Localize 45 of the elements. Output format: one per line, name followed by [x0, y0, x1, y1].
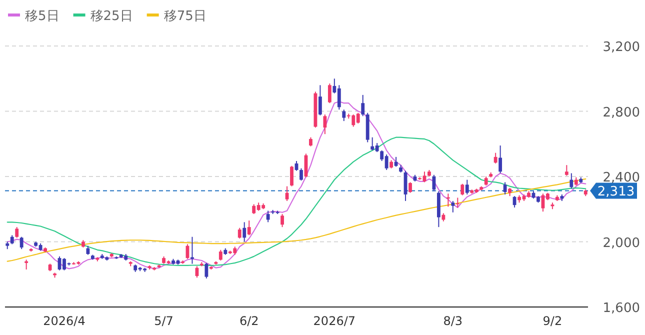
candlestick — [328, 83, 332, 104]
legend-label: 移75日 — [164, 9, 206, 24]
candlestick — [15, 226, 19, 238]
xtick: 8/3 — [443, 314, 463, 328]
xtick: 9/2 — [542, 314, 562, 328]
candlestick — [20, 236, 24, 250]
ref-label: 2,313 — [590, 182, 637, 200]
candlestick — [238, 227, 242, 239]
candlestick — [432, 174, 436, 192]
candlestick — [494, 152, 498, 164]
ytick: 1,600 — [602, 301, 640, 316]
candlestick — [564, 164, 568, 176]
candlestick — [24, 259, 28, 270]
candlestick — [570, 172, 574, 190]
candlestick — [451, 200, 455, 213]
candlestick — [318, 84, 322, 116]
candlestick — [342, 109, 346, 122]
candlestick — [247, 220, 251, 236]
candlestick — [204, 262, 208, 279]
candlestick — [323, 114, 327, 135]
ref-line-label: 2,313 — [597, 184, 635, 200]
candlestick — [361, 94, 365, 117]
candlestick — [190, 236, 194, 264]
candlestick — [290, 165, 294, 187]
candlestick — [408, 182, 412, 194]
xtick: 6/2 — [239, 314, 259, 328]
legend-label: 移5日 — [25, 9, 60, 24]
candlestick — [300, 168, 303, 182]
candlestick — [460, 183, 464, 196]
legend-label: 移25日 — [90, 9, 133, 24]
candlestick — [456, 197, 460, 208]
candlestick — [266, 210, 270, 223]
ytick: 2,400 — [602, 170, 640, 186]
candlestick — [465, 179, 469, 195]
ytick: 2,000 — [602, 236, 640, 251]
xtick: 5/7 — [154, 314, 174, 328]
xtick: 2026/7 — [313, 314, 356, 328]
candlestick — [242, 222, 246, 242]
candlestick — [498, 145, 502, 174]
candlestick — [218, 249, 222, 262]
xtick: 2026/4 — [43, 314, 86, 328]
ytick: 3,200 — [602, 40, 640, 55]
candlestick — [503, 182, 507, 195]
candlestick — [280, 214, 284, 228]
ytick: 2,800 — [602, 105, 640, 120]
